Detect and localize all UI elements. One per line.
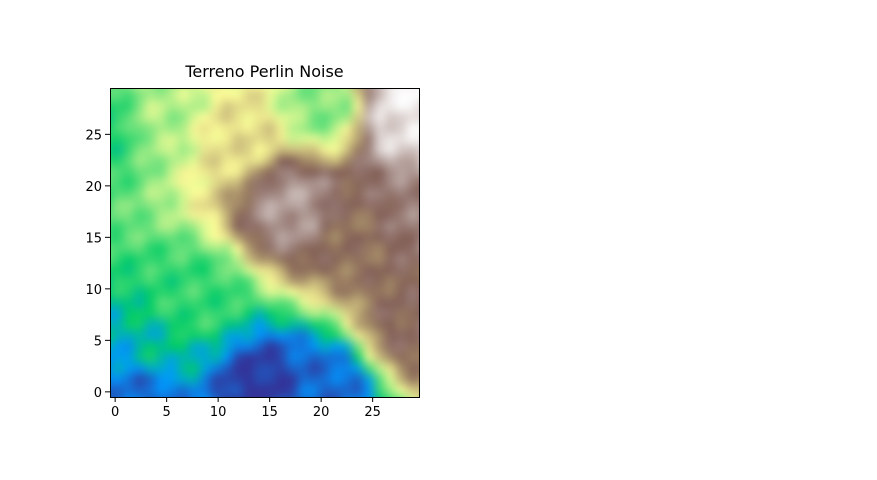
y-axis: 0 5 10 15 20 25 bbox=[85, 128, 110, 401]
x-tick-label: 10 bbox=[210, 405, 227, 420]
heatmap-image bbox=[110, 88, 419, 397]
x-axis: 0 5 10 15 20 25 bbox=[111, 397, 381, 420]
chart-title: Terreno Perlin Noise bbox=[185, 62, 344, 81]
x-tick-label: 20 bbox=[313, 405, 330, 420]
x-tick-label: 25 bbox=[364, 405, 381, 420]
heatmap-canvas bbox=[110, 88, 419, 397]
y-tick-label: 0 bbox=[94, 386, 102, 401]
axes-frame bbox=[110, 88, 420, 398]
y-tick-label: 10 bbox=[85, 283, 102, 298]
y-tick-label: 20 bbox=[85, 180, 102, 195]
x-tick-label: 5 bbox=[163, 405, 171, 420]
x-tick-label: 15 bbox=[261, 405, 278, 420]
x-tick-label: 0 bbox=[111, 405, 119, 420]
y-tick-label: 5 bbox=[94, 334, 102, 349]
y-tick-label: 25 bbox=[85, 128, 102, 143]
y-tick-label: 15 bbox=[85, 231, 102, 246]
